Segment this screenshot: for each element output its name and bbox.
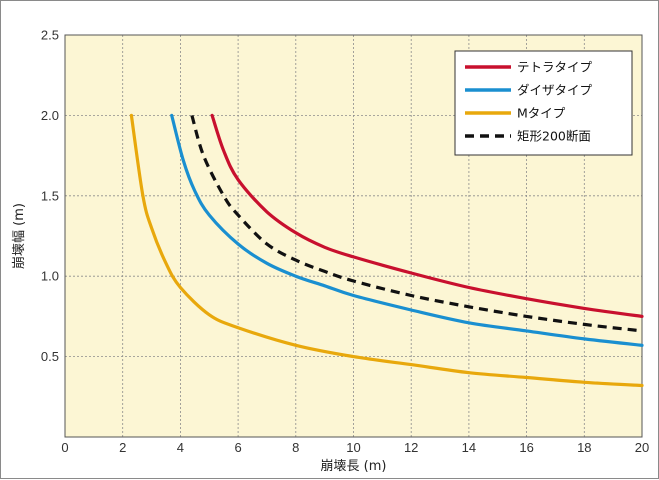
y-tick-labels: 0.5 1.0 1.5 2.0 2.5	[41, 28, 59, 365]
x-tick-label: 10	[346, 440, 360, 455]
x-tick-label: 6	[234, 440, 241, 455]
x-tick-label: 12	[404, 440, 418, 455]
y-tick-label: 0.5	[41, 349, 59, 364]
series-line-2	[170, 113, 644, 347]
x-tick-label: 2	[119, 440, 126, 455]
x-axis-label: 崩壊長 (m)	[321, 459, 387, 474]
x-tick-label: 0	[61, 440, 68, 455]
legend-label: Mタイプ	[517, 106, 566, 121]
x-tick-label: 4	[177, 440, 184, 455]
legend-label: ダイザタイプ	[517, 83, 593, 98]
y-tick-label: 2.0	[41, 108, 59, 123]
plot-border	[64, 34, 643, 438]
legend-label: 矩形200断面	[517, 129, 591, 144]
y-tick-label: 1.0	[41, 269, 59, 284]
y-tick-label: 2.5	[41, 28, 59, 43]
x-tick-label: 20	[635, 440, 649, 455]
x-tick-label: 8	[292, 440, 299, 455]
x-tick-label: 16	[519, 440, 533, 455]
legend-label: テトラタイプ	[517, 60, 593, 75]
x-tick-label: 14	[462, 440, 476, 455]
series-line-4	[190, 114, 643, 333]
x-tick-labels: 0 2 4 6 8 10 12 14 16 18 20	[61, 440, 649, 455]
y-axis-label: 崩壊幅 (m)	[12, 203, 27, 269]
y-tick-label: 1.5	[41, 188, 59, 203]
series-layer	[129, 113, 644, 388]
x-tick-label: 18	[577, 440, 591, 455]
series-line-3	[129, 113, 644, 388]
series-line-1	[210, 113, 644, 318]
